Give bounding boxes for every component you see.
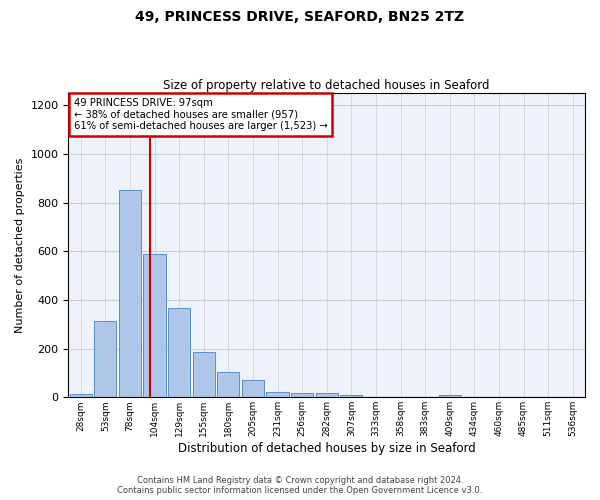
- Bar: [168, 308, 190, 398]
- Bar: [143, 254, 166, 398]
- Text: Contains HM Land Registry data © Crown copyright and database right 2024.
Contai: Contains HM Land Registry data © Crown c…: [118, 476, 482, 495]
- Bar: [291, 393, 313, 398]
- Bar: [119, 190, 141, 398]
- Bar: [316, 393, 338, 398]
- Bar: [217, 372, 239, 398]
- Bar: [193, 352, 215, 398]
- X-axis label: Distribution of detached houses by size in Seaford: Distribution of detached houses by size …: [178, 442, 476, 455]
- Bar: [70, 394, 92, 398]
- Y-axis label: Number of detached properties: Number of detached properties: [15, 158, 25, 333]
- Bar: [340, 395, 362, 398]
- Bar: [439, 395, 461, 398]
- Text: 49 PRINCESS DRIVE: 97sqm
← 38% of detached houses are smaller (957)
61% of semi-: 49 PRINCESS DRIVE: 97sqm ← 38% of detach…: [74, 98, 328, 131]
- Title: Size of property relative to detached houses in Seaford: Size of property relative to detached ho…: [163, 79, 490, 92]
- Text: 49, PRINCESS DRIVE, SEAFORD, BN25 2TZ: 49, PRINCESS DRIVE, SEAFORD, BN25 2TZ: [136, 10, 464, 24]
- Bar: [94, 320, 116, 398]
- Bar: [242, 380, 264, 398]
- Bar: [266, 392, 289, 398]
